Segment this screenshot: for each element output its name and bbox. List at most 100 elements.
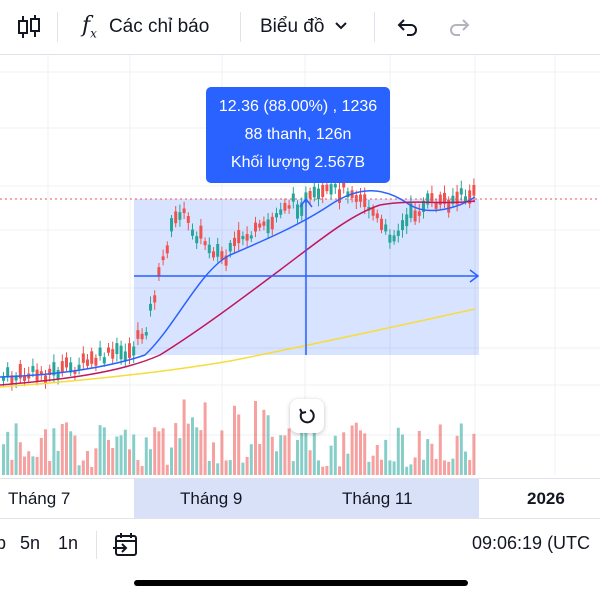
time-axis[interactable]: Tháng 7 Tháng 9 Tháng 11 2026 bbox=[0, 478, 600, 519]
candle bbox=[300, 202, 304, 216]
candle bbox=[23, 375, 26, 381]
volume-bar bbox=[359, 430, 362, 475]
arrow-up-icon bbox=[299, 197, 313, 208]
volume-bar bbox=[212, 442, 215, 475]
candle bbox=[111, 349, 115, 359]
range-button-1n[interactable]: 1n bbox=[58, 533, 79, 553]
ma-fast-line bbox=[0, 190, 476, 378]
candle bbox=[321, 184, 325, 197]
volume-bar bbox=[186, 423, 190, 475]
indicator-fx-icon: fx bbox=[82, 13, 97, 41]
candle bbox=[102, 357, 106, 364]
top-toolbar: fx Các chỉ báo Biểu đồ bbox=[0, 0, 600, 55]
candle bbox=[186, 216, 190, 223]
candle bbox=[249, 235, 253, 239]
candle bbox=[39, 371, 43, 375]
volume-bar bbox=[65, 422, 68, 475]
volume-bar bbox=[115, 436, 119, 475]
volume-bar bbox=[207, 460, 211, 475]
volume-bar bbox=[35, 456, 39, 475]
candle bbox=[73, 370, 77, 374]
indicators-button[interactable]: fx Các chỉ báo bbox=[82, 0, 209, 54]
candle bbox=[115, 343, 119, 355]
volume-bar bbox=[191, 417, 194, 475]
candle bbox=[401, 220, 404, 231]
candle bbox=[262, 221, 266, 226]
candle bbox=[161, 256, 165, 261]
volume-bar bbox=[249, 444, 253, 475]
chart-area[interactable] bbox=[0, 55, 600, 515]
range-button[interactable]: b bbox=[0, 533, 7, 553]
volume-bar bbox=[241, 462, 245, 475]
volume-bar bbox=[27, 451, 31, 475]
volume-bar bbox=[174, 423, 178, 475]
candle bbox=[359, 194, 362, 202]
volume-bar bbox=[10, 459, 14, 475]
measure-volume: Khối lượng 2.567B bbox=[230, 154, 366, 171]
candle bbox=[296, 204, 299, 219]
volume-bar bbox=[287, 428, 291, 475]
volume-bars bbox=[2, 399, 476, 475]
volume-bar bbox=[279, 435, 283, 475]
volume-bar bbox=[325, 465, 329, 475]
candle bbox=[136, 330, 140, 339]
clock-time: 09:06:19 (UTC bbox=[472, 533, 591, 553]
volume-bar bbox=[18, 442, 22, 475]
volume-bar bbox=[81, 460, 85, 475]
volume-bar bbox=[149, 449, 152, 475]
volume-bar bbox=[296, 439, 299, 475]
candle bbox=[325, 184, 329, 192]
volume-bar bbox=[266, 415, 270, 475]
volume-bar bbox=[270, 436, 274, 475]
candle bbox=[6, 367, 10, 378]
candle bbox=[464, 196, 467, 202]
volume-bar bbox=[443, 460, 446, 475]
range-button-5n[interactable]: 5n bbox=[20, 533, 41, 553]
candle bbox=[31, 365, 35, 372]
chevron-down-icon bbox=[334, 18, 348, 36]
volume-bar bbox=[459, 423, 463, 475]
candle bbox=[438, 194, 442, 205]
volume-bar bbox=[388, 460, 392, 475]
ma-slow-line bbox=[0, 308, 476, 388]
candle bbox=[170, 218, 173, 232]
volume-bar bbox=[371, 455, 375, 475]
volume-bar bbox=[39, 437, 43, 475]
price-chart[interactable] bbox=[0, 55, 600, 515]
volume-bar bbox=[392, 461, 396, 475]
volume-bar bbox=[128, 449, 131, 475]
volume-bar bbox=[233, 405, 236, 475]
candle bbox=[308, 191, 312, 199]
volume-bar bbox=[203, 402, 207, 475]
volume-bar bbox=[170, 447, 173, 475]
candle bbox=[81, 353, 85, 363]
volume-bar bbox=[254, 400, 257, 475]
volume-bar bbox=[468, 459, 472, 475]
reset-chart-button[interactable] bbox=[290, 399, 324, 433]
volume-bar bbox=[380, 459, 383, 475]
redo-icon[interactable] bbox=[448, 0, 472, 54]
undo-icon[interactable] bbox=[395, 0, 419, 54]
candles-icon[interactable] bbox=[16, 0, 42, 54]
volume-bar bbox=[350, 425, 354, 475]
volume-bar bbox=[321, 466, 325, 475]
volume-bar bbox=[153, 427, 157, 475]
candle bbox=[283, 202, 287, 211]
measure-bars: 88 thanh, 126n bbox=[244, 126, 352, 143]
candle bbox=[245, 234, 249, 241]
volume-bar bbox=[464, 451, 467, 475]
volume-bar bbox=[220, 430, 224, 475]
volume-bar bbox=[165, 464, 169, 475]
volume-bar bbox=[342, 432, 346, 475]
goto-date-icon[interactable] bbox=[112, 531, 140, 564]
volume-bar bbox=[472, 433, 476, 475]
candle bbox=[371, 208, 375, 216]
candle bbox=[98, 347, 102, 356]
volume-bar bbox=[401, 434, 404, 475]
volume-bar bbox=[77, 465, 81, 475]
chart-type-dropdown[interactable]: Biểu đồ bbox=[260, 0, 348, 54]
volume-bar bbox=[409, 464, 413, 475]
candle bbox=[417, 211, 421, 216]
candle bbox=[94, 357, 98, 366]
volume-bar bbox=[90, 466, 94, 475]
